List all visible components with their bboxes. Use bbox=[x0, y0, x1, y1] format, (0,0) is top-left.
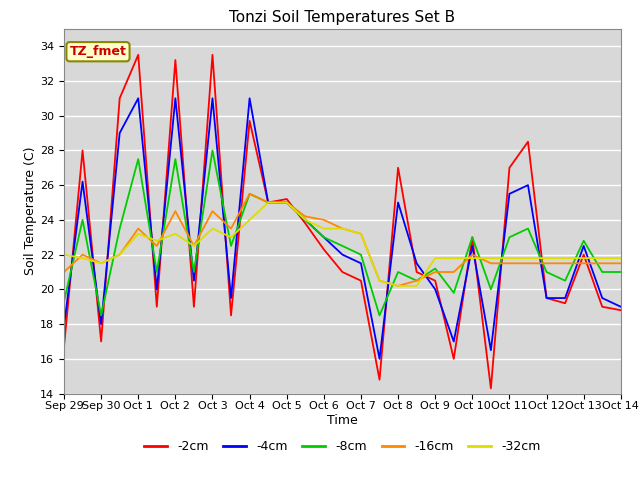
Y-axis label: Soil Temperature (C): Soil Temperature (C) bbox=[24, 147, 37, 276]
Legend: -2cm, -4cm, -8cm, -16cm, -32cm: -2cm, -4cm, -8cm, -16cm, -32cm bbox=[140, 435, 545, 458]
Title: Tonzi Soil Temperatures Set B: Tonzi Soil Temperatures Set B bbox=[229, 10, 456, 25]
X-axis label: Time: Time bbox=[327, 414, 358, 427]
Text: TZ_fmet: TZ_fmet bbox=[70, 45, 127, 58]
